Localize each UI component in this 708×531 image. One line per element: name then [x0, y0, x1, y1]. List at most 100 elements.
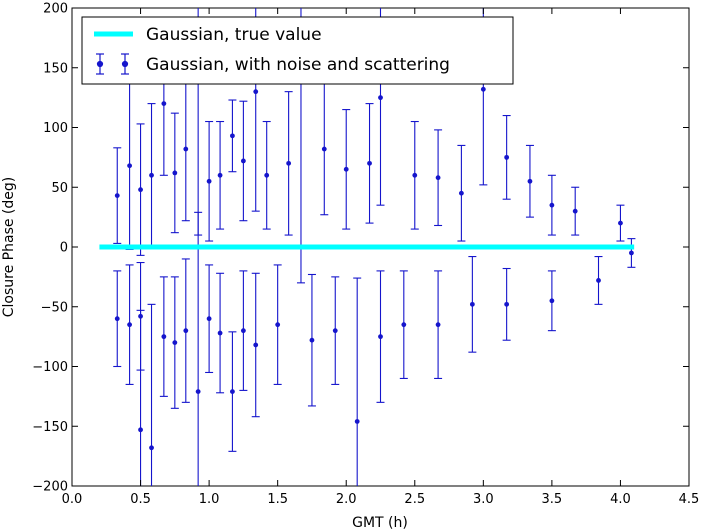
y-tick-label: 100 — [43, 121, 68, 136]
data-point-errorbar — [147, 303, 156, 486]
data-point-marker — [275, 322, 281, 328]
data-point-marker — [114, 193, 120, 199]
data-point-errorbar — [525, 144, 534, 218]
data-point-marker — [138, 187, 143, 193]
y-tick-label: −200 — [32, 480, 68, 495]
data-point-errorbar — [136, 123, 145, 256]
x-tick-label: 0.0 — [62, 492, 83, 507]
x-axis-label: GMT (h) — [352, 515, 408, 531]
data-point-marker — [127, 163, 132, 169]
data-point-marker — [504, 154, 510, 160]
x-axis-ticks: 0.0 0.5 1.0 1.5 2.0 2.5 3.0 3.5 4.0 4.5 — [62, 8, 700, 507]
data-point-marker — [183, 146, 189, 152]
data-point-errorbar — [136, 261, 145, 371]
data-point-errorbar — [284, 91, 293, 236]
data-point-marker — [549, 298, 555, 304]
data-point-marker — [253, 89, 259, 95]
data-point-errorbar — [113, 147, 122, 244]
data-point-marker — [161, 334, 167, 340]
data-point-marker — [309, 337, 315, 343]
data-point-marker — [240, 328, 246, 334]
data-point-marker — [343, 166, 349, 172]
data-point-errorbar — [239, 100, 248, 222]
data-point-marker — [286, 160, 292, 166]
data-point-marker — [401, 322, 407, 328]
data-point-errorbar — [113, 270, 122, 368]
data-point-errorbar — [205, 120, 214, 242]
data-point-errorbar — [216, 272, 225, 394]
x-tick-label: 1.5 — [267, 492, 288, 507]
data-point-marker — [183, 328, 189, 334]
data-point-errorbar — [273, 264, 282, 385]
data-point-marker — [172, 170, 178, 176]
data-point-errorbar — [181, 258, 190, 403]
data-point-marker — [435, 322, 441, 328]
legend-true-value-label: Gaussian, true value — [146, 25, 322, 45]
x-tick-label: 2.0 — [336, 492, 357, 507]
data-point-errorbar — [159, 276, 168, 397]
y-tick-label: 0 — [60, 241, 68, 256]
legend: Gaussian, true value Gaussian, with nois… — [81, 16, 514, 85]
data-point-marker — [378, 95, 383, 101]
x-tick-label: 2.5 — [404, 492, 425, 507]
data-point-marker — [435, 175, 441, 181]
data-point-errorbar — [399, 270, 408, 380]
y-tick-label: −150 — [32, 420, 68, 435]
data-point-marker — [195, 389, 201, 394]
data-point-errorbar — [216, 120, 225, 230]
data-point-marker — [412, 172, 418, 178]
data-point-errorbar — [547, 270, 556, 332]
y-tick-label: −50 — [41, 300, 68, 315]
data-point-errorbar — [353, 277, 362, 486]
data-point-marker — [206, 178, 212, 184]
noisy-data-errorbars — [113, 8, 636, 486]
y-tick-label: 50 — [51, 181, 68, 196]
x-tick-label: 0.5 — [130, 492, 151, 507]
data-point-marker — [149, 172, 154, 178]
data-point-marker — [217, 172, 223, 178]
data-point-errorbar — [457, 144, 466, 242]
data-point-errorbar — [228, 99, 237, 173]
data-point-marker — [332, 328, 338, 334]
data-point-marker — [572, 208, 578, 214]
y-axis-ticks: −200 −150 −100 −50 0 50 100 150 200 — [32, 2, 689, 495]
data-point-marker — [114, 316, 120, 322]
x-tick-label: 1.0 — [199, 492, 220, 507]
data-point-marker — [253, 342, 259, 348]
data-point-marker — [161, 101, 167, 106]
y-tick-label: −100 — [32, 360, 68, 375]
data-point-marker — [127, 322, 132, 328]
data-point-errorbar — [307, 273, 316, 407]
legend-box — [81, 16, 514, 85]
x-tick-label: 3.0 — [473, 492, 494, 507]
legend-noisy-swatch — [96, 53, 129, 75]
data-point-marker — [230, 133, 235, 139]
x-tick-label: 4.0 — [610, 492, 631, 507]
data-point-errorbar — [468, 256, 477, 353]
data-point-marker — [629, 250, 634, 256]
data-point-errorbar — [125, 264, 134, 385]
x-tick-label: 3.5 — [542, 492, 563, 507]
data-point-errorbar — [502, 115, 511, 200]
data-point-marker — [321, 146, 327, 152]
data-point-errorbar — [434, 270, 443, 380]
data-point-errorbar — [331, 276, 340, 385]
legend-noisy-label: Gaussian, with noise and scattering — [146, 55, 450, 75]
data-point-marker — [527, 178, 533, 184]
data-point-errorbar — [627, 238, 636, 268]
data-point-marker — [230, 389, 235, 394]
data-point-marker — [217, 330, 223, 336]
y-tick-label: 150 — [43, 61, 68, 76]
y-axis-label: Closure Phase (deg) — [1, 177, 17, 317]
data-point-errorbar — [170, 112, 179, 234]
data-point-marker — [504, 301, 510, 307]
data-point-marker — [138, 313, 143, 319]
data-point-marker — [469, 301, 475, 307]
x-tick-label: 4.5 — [679, 492, 700, 507]
data-point-errorbar — [342, 109, 351, 230]
data-point-marker — [458, 190, 464, 196]
data-point-errorbar — [410, 120, 419, 230]
data-point-marker — [480, 86, 486, 92]
data-point-marker — [618, 220, 623, 226]
y-tick-label: 200 — [43, 2, 68, 17]
